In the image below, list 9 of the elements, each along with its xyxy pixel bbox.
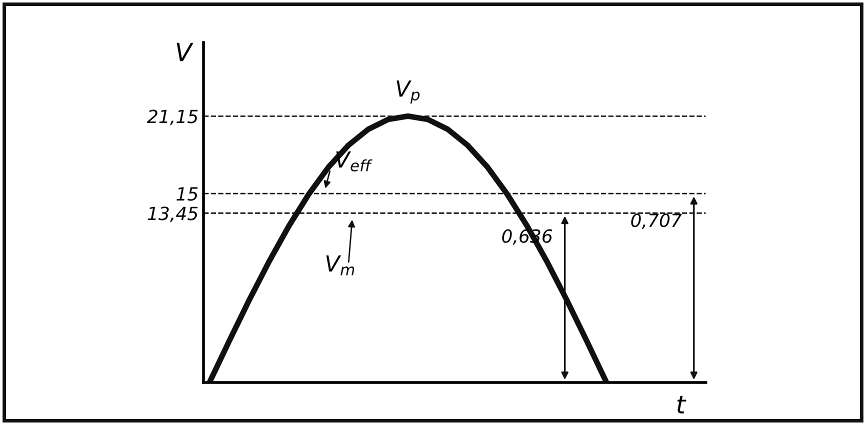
y-tick-label: 21,15	[147, 110, 198, 126]
y-tick-label: 15	[176, 187, 198, 201]
x-axis-title: t	[677, 396, 686, 414]
y-tick-label: 13,45	[148, 206, 198, 222]
annotation: V$_{eff}$	[336, 151, 372, 172]
annotation: V$_{m}$	[326, 255, 354, 276]
annotation: 0,707	[631, 214, 682, 230]
annotation: V$_{p}$	[396, 80, 420, 104]
y-axis-title: V	[176, 42, 194, 62]
